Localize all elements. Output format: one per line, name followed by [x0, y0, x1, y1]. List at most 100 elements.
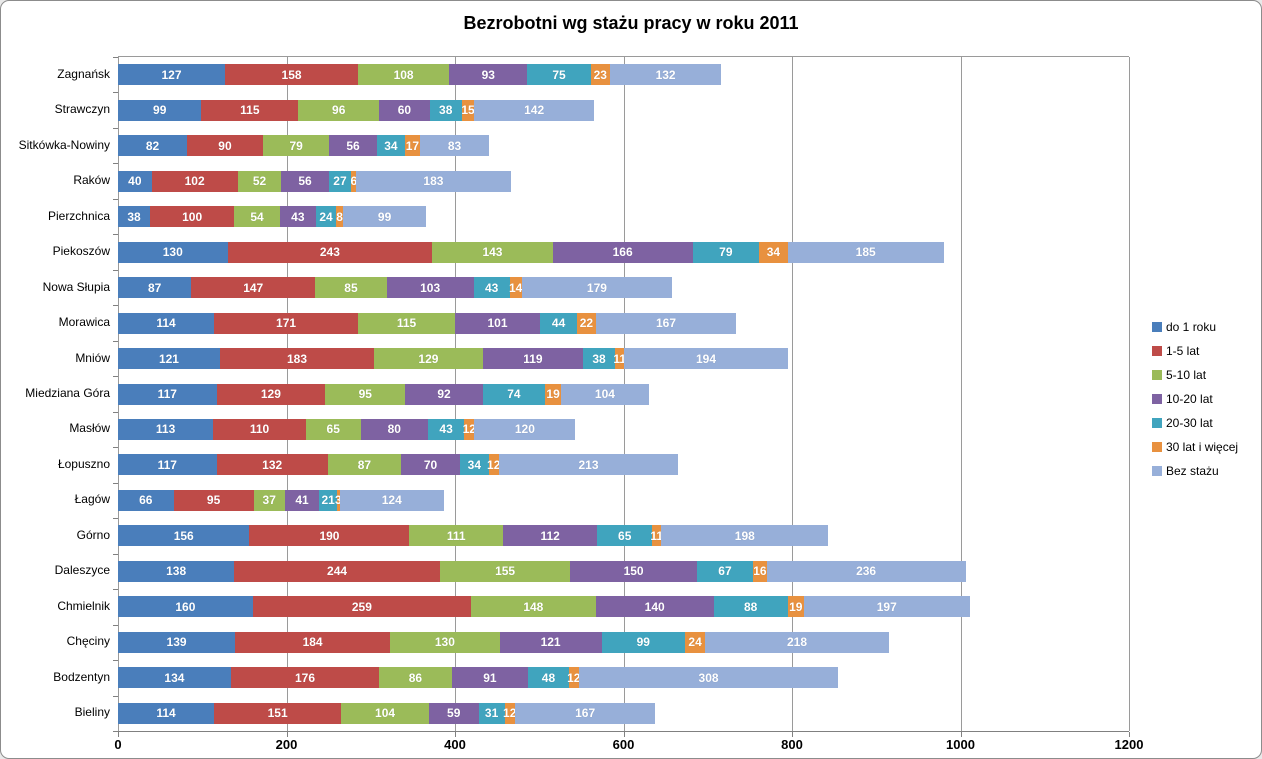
bar-segment: 85: [315, 277, 387, 299]
bar-segment-label: 75: [552, 67, 566, 82]
bar-row: 114 171 115 101 44 22 167: [118, 312, 737, 334]
bar-segment-label: 43: [484, 280, 499, 295]
bar-segment-label: 34: [766, 245, 781, 260]
bar-segment: 129: [374, 348, 483, 370]
bar-segment-label: 11: [613, 351, 627, 366]
bar-segment: 218: [705, 631, 889, 653]
bar-row: 113 110 65 80 43 12 120: [118, 418, 576, 440]
bar-segment: 183: [356, 170, 511, 192]
bar-segment: 99: [342, 206, 427, 228]
bar-segment-label: 87: [147, 280, 162, 295]
bar-segment: 121: [499, 631, 602, 653]
bar-segment-label: 65: [618, 528, 632, 543]
bar-segment: 54: [234, 206, 280, 228]
category-label: Strawczyn: [54, 102, 110, 117]
bar-segment-label: 14: [508, 280, 523, 295]
bar-segment: 158: [224, 64, 359, 86]
bar-segment-label: 138: [166, 564, 187, 579]
bar-segment: 197: [803, 596, 970, 618]
bar-segment: 38: [583, 348, 616, 370]
category-label: Raków: [73, 173, 110, 188]
bar-segment-label: 120: [514, 422, 535, 437]
bar-segment-label: 129: [260, 387, 281, 401]
bar-segment-label: 15: [461, 103, 475, 118]
legend-swatch-icon: [1152, 465, 1162, 476]
bar-segment: 190: [249, 525, 410, 547]
bar-segment: 100: [150, 206, 235, 228]
bar-segment: 185: [787, 241, 944, 263]
category-axis-tick: [113, 695, 118, 697]
category-axis-tick: [113, 198, 118, 200]
bar-segment-label: 79: [719, 245, 733, 260]
bar-segment: 8: [336, 206, 343, 228]
bar-segment: 56: [281, 170, 329, 192]
bar-segment: 166: [552, 241, 693, 263]
bar-segment-label: 113: [155, 422, 176, 437]
category-label: Zagnańsk: [57, 66, 110, 81]
bar-segment-label: 179: [586, 280, 607, 295]
category-axis-tick: [113, 589, 118, 591]
bar-segment-label: 19: [789, 599, 803, 614]
bar-segment: 148: [471, 596, 596, 618]
bar-segment-label: 142: [524, 103, 545, 118]
bar-row: 130 243 143 166 79 34 185: [118, 241, 944, 263]
bar-segment-label: 198: [734, 528, 755, 543]
bar-segment-label: 114: [156, 316, 176, 331]
bar-segment-label: 111: [446, 528, 466, 543]
bar-segment-label: 43: [291, 209, 305, 224]
bar-segment: 127: [118, 64, 225, 86]
bar-segment: 124: [339, 489, 444, 511]
bar-segment: 59: [428, 702, 479, 724]
legend-label: 20-30 lat: [1166, 415, 1213, 430]
x-axis-tick: [623, 732, 625, 737]
bar-segment: 34: [759, 241, 788, 263]
bar-segment: 99: [118, 99, 202, 121]
bar-segment-label: 12: [503, 706, 517, 721]
bar-segment: 132: [216, 454, 328, 476]
category-label: Daleszyce: [54, 563, 110, 578]
bar-segment-label: 115: [396, 316, 417, 331]
bar-row: 117 129 95 92 74 19 104: [118, 383, 649, 405]
bar-segment: 24: [684, 631, 706, 653]
bar-segment: 87: [327, 454, 402, 476]
bar-segment: 130: [118, 241, 228, 263]
bar-segment-label: 117: [157, 457, 177, 472]
bar-segment-label: 41: [295, 493, 309, 508]
bar-segment-label: 43: [439, 422, 453, 437]
bar-segment-label: 115: [240, 103, 260, 118]
category-axis-tick: [113, 411, 118, 413]
bar-segment-label: 6: [350, 174, 358, 189]
bar-segment: 129: [216, 383, 326, 405]
bar-segment-label: 112: [540, 528, 560, 543]
bar-row: 156 190 111 112 65 11 198: [118, 525, 829, 547]
category-axis-tick: [113, 269, 118, 271]
bar-segment: 82: [118, 135, 188, 157]
bar-segment-label: 16: [753, 564, 767, 579]
bar-segment: 104: [561, 383, 649, 405]
bar-segment: 95: [173, 489, 254, 511]
bar-segment: 27: [328, 170, 352, 192]
bar-segment: 160: [118, 596, 253, 618]
bar-segment-label: 243: [319, 245, 340, 260]
bar-segment-label: 150: [623, 564, 644, 579]
bar-segment: 60: [379, 99, 430, 121]
category-label: Łopuszno: [57, 456, 110, 471]
category-label: Masłów: [69, 421, 110, 436]
bar-segment-label: 119: [523, 351, 543, 366]
bar-segment-label: 80: [387, 422, 401, 437]
bar-segment-label: 151: [267, 706, 288, 721]
bar-segment-label: 54: [250, 209, 264, 224]
bar-segment-label: 167: [575, 706, 596, 721]
category-axis-tick: [113, 518, 118, 520]
bar-row: 138 244 155 150 67 16 236: [118, 560, 966, 582]
bar-segment: 167: [595, 312, 737, 334]
bar-segment-label: 100: [182, 209, 203, 224]
bar-segment: 66: [118, 489, 174, 511]
bar-segment-label: 31: [484, 706, 499, 721]
bar-segment: 120: [474, 418, 576, 440]
category-label: Chmielnik: [57, 598, 110, 613]
x-axis-tick-label: 1200: [1114, 737, 1144, 752]
bar-segment: 117: [118, 454, 217, 476]
bar-segment-label: 22: [579, 316, 594, 331]
